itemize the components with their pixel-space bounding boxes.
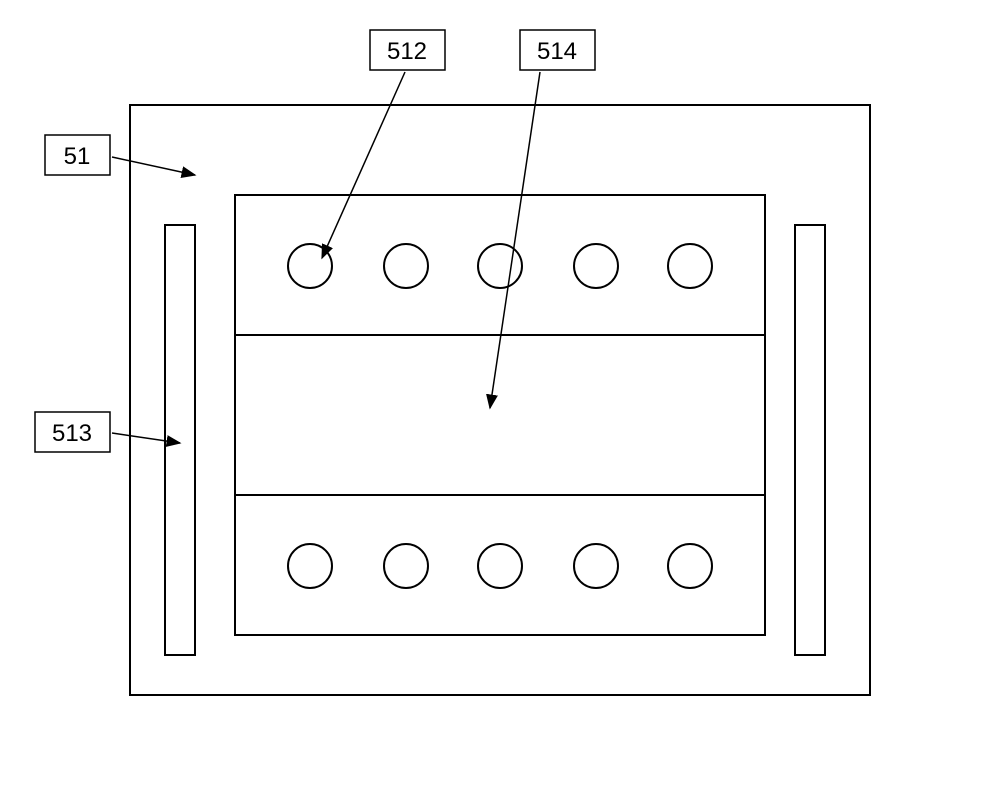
side-rail-left [165,225,195,655]
hole-bottom-2 [384,544,428,588]
side-rail-right [795,225,825,655]
leader-513 [112,433,180,443]
leader-51 [112,157,195,175]
hole-top-4 [574,244,618,288]
hole-top-5 [668,244,712,288]
hole-bottom-4 [574,544,618,588]
label-text-512: 512 [387,38,427,65]
leader-512 [322,72,405,258]
hole-top-3 [478,244,522,288]
label-text-51: 51 [64,143,91,170]
technical-diagram: 512 514 51 513 [0,0,1000,800]
label-text-514: 514 [537,38,577,65]
leader-514 [490,72,540,408]
outer-frame [130,105,870,695]
hole-bottom-1 [288,544,332,588]
hole-bottom-5 [668,544,712,588]
label-text-513: 513 [52,420,92,447]
hole-top-2 [384,244,428,288]
hole-bottom-3 [478,544,522,588]
inner-block [235,195,765,635]
